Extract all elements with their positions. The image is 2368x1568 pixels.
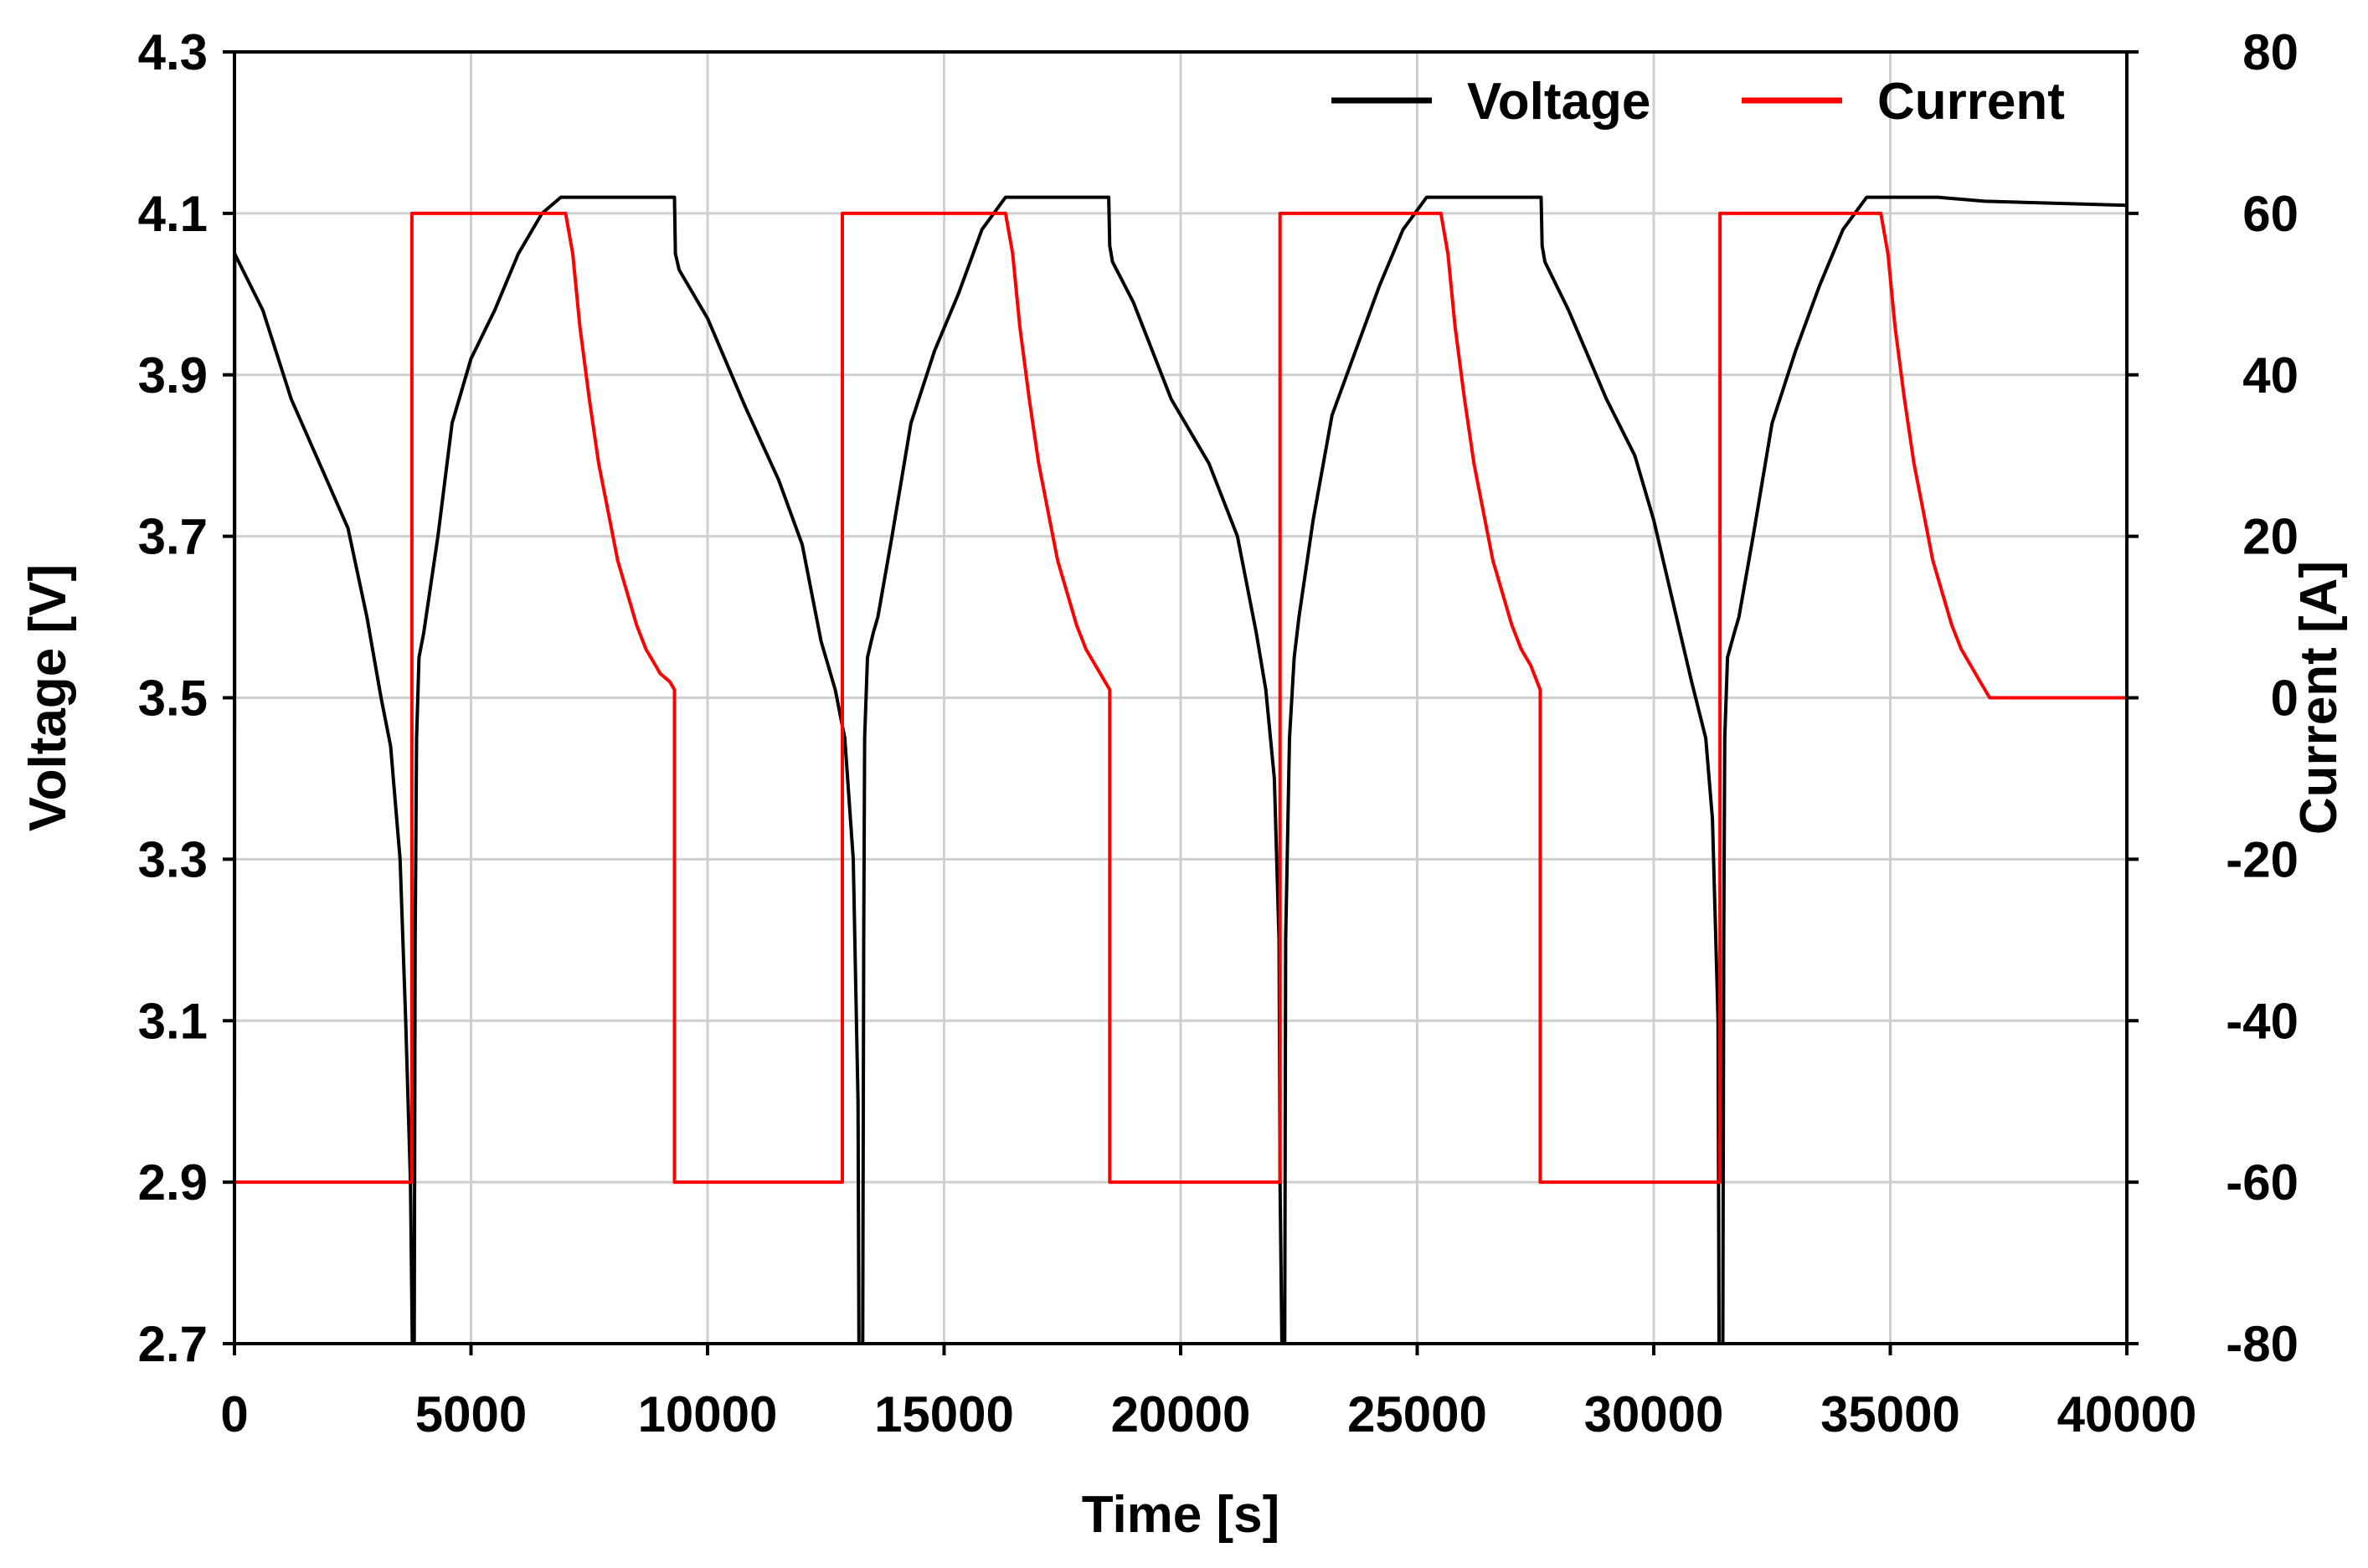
x-tick-label: 20000 xyxy=(1111,1386,1251,1442)
right-axis-ticks: -80 -60 -40 -20 0 20 40 60 80 xyxy=(2127,24,2299,1372)
series-line-current xyxy=(234,211,2127,1185)
x-tick-label: 0 xyxy=(220,1386,248,1442)
x-tick-label: 10000 xyxy=(638,1386,778,1442)
series-layer xyxy=(233,195,2128,1345)
x-tick-label: 40000 xyxy=(2057,1386,2197,1442)
x-tick-label: 5000 xyxy=(415,1386,527,1442)
y2-tick-label: -40 xyxy=(2226,993,2299,1049)
legend-label-current: Current xyxy=(1877,73,2065,131)
y-tick-label: 2.9 xyxy=(138,1154,208,1211)
x-tick-label: 35000 xyxy=(1820,1386,1960,1442)
y2-tick-label: 0 xyxy=(2271,671,2299,727)
series-line-voltage xyxy=(233,195,2128,1345)
y2-tick-label: 20 xyxy=(2242,509,2299,565)
y-tick-label: 3.1 xyxy=(138,993,208,1049)
y2-axis-label: Current [A] xyxy=(2290,561,2348,835)
legend: Voltage Current xyxy=(1331,73,2065,131)
x-tick-label: 15000 xyxy=(874,1386,1014,1442)
y-axis-label: Voltage [V] xyxy=(19,564,77,831)
y2-tick-label: 40 xyxy=(2242,347,2299,404)
y2-tick-label: -80 xyxy=(2226,1316,2299,1372)
y2-tick-label: 80 xyxy=(2242,24,2299,80)
y-tick-label: 3.3 xyxy=(138,831,208,887)
y-tick-label: 4.3 xyxy=(138,24,208,80)
y2-tick-label: 60 xyxy=(2242,186,2299,242)
y-tick-label: 4.1 xyxy=(138,186,208,242)
x-tick-label: 25000 xyxy=(1347,1386,1487,1442)
x-tick-label: 30000 xyxy=(1584,1386,1724,1442)
y-tick-label: 2.7 xyxy=(138,1316,208,1372)
y-tick-label: 3.7 xyxy=(138,509,208,565)
bottom-axis-ticks: 0 5000 10000 15000 20000 25000 30000 35000 40000 xyxy=(220,1344,2196,1442)
legend-label-voltage: Voltage xyxy=(1467,73,1650,131)
x-axis-label: Time [s] xyxy=(1082,1486,1280,1544)
left-axis-ticks: 2.7 2.9 3.1 3.3 3.5 3.7 3.9 4.1 4.3 xyxy=(138,24,234,1372)
y2-tick-label: -60 xyxy=(2226,1154,2299,1211)
y2-tick-label: -20 xyxy=(2226,831,2299,887)
y-tick-label: 3.9 xyxy=(138,347,208,404)
y-tick-label: 3.5 xyxy=(138,671,208,727)
